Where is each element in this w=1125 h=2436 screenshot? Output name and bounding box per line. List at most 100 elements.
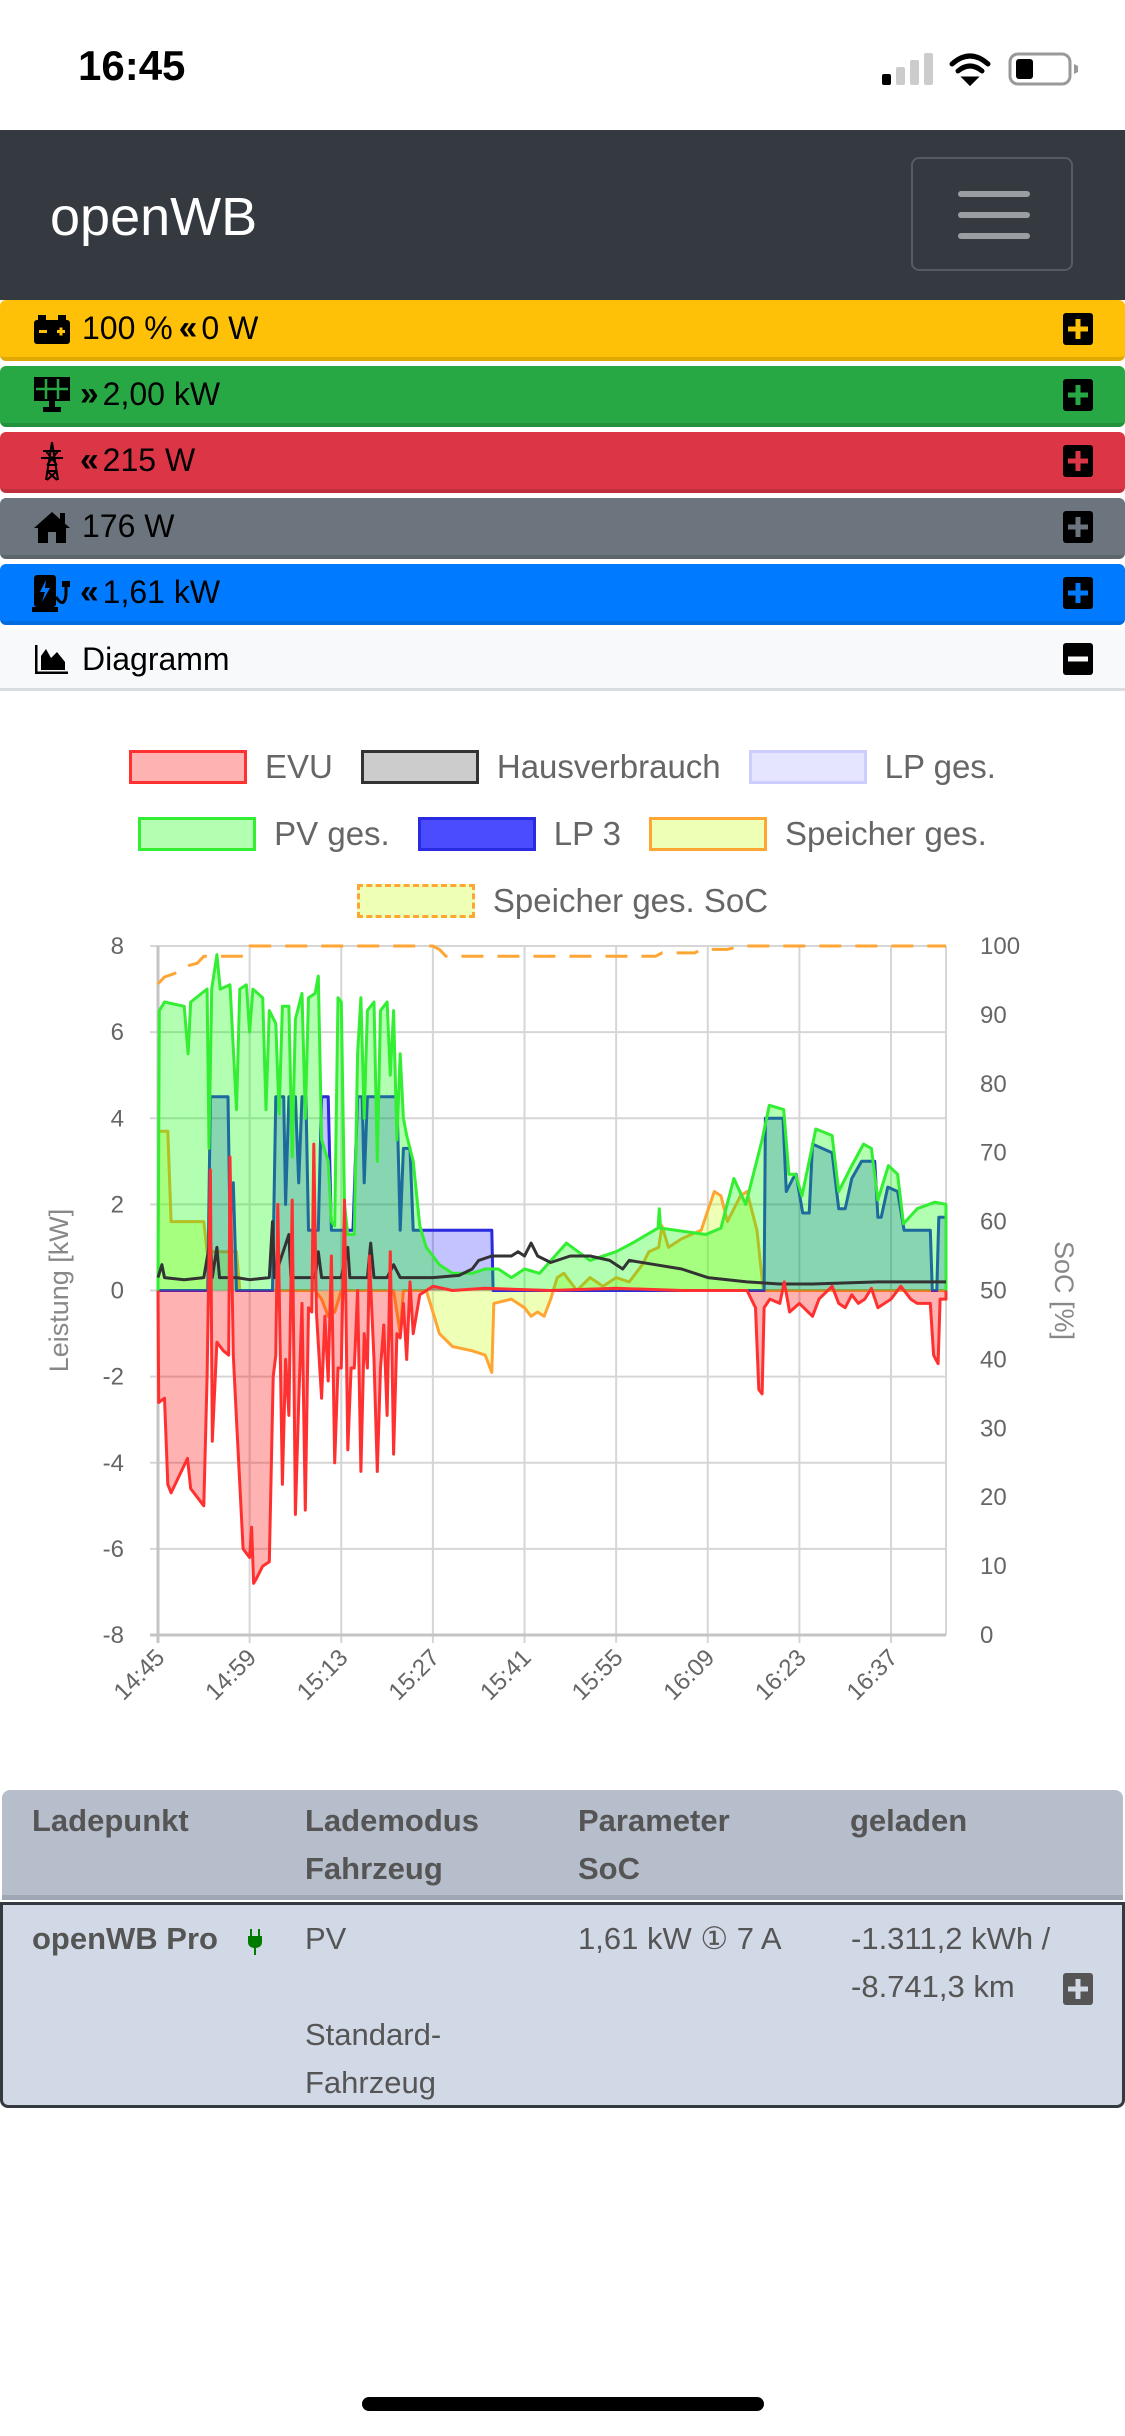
legend-label: Speicher ges. SoC — [492, 882, 769, 919]
series-line-pv-ges — [156, 953, 948, 1291]
battery-icon — [1008, 52, 1078, 86]
chargepoint-row[interactable]: ‹‹ 1,61 kW — [0, 564, 1125, 625]
legend-label: EVU — [265, 748, 333, 785]
header-soc: SoC — [578, 1851, 640, 1886]
chargepoint-name[interactable]: openWB Pro — [32, 1921, 218, 1956]
diagram-header[interactable]: Diagramm — [0, 630, 1125, 691]
status-bar: 16:45 — [0, 0, 1125, 130]
header-ladepunkt: Ladepunkt — [32, 1803, 189, 1838]
home-indicator[interactable] — [362, 2397, 764, 2411]
brand-logo[interactable]: openWB — [50, 187, 258, 247]
y-tick-label: 6 — [111, 1019, 124, 1046]
x-tick-label: 16:37 — [842, 1644, 904, 1706]
legend-item-lp-ges[interactable]: LP ges. — [748, 748, 996, 786]
chart-legend-row: EVU Hausverbrauch LP ges. — [0, 748, 1125, 786]
header-fahrzeug: Fahrzeug — [305, 1851, 443, 1886]
y-tick-label: 0 — [111, 1278, 124, 1305]
legend-swatch — [748, 750, 867, 784]
legend-item-pv-ges[interactable]: PV ges. — [138, 815, 390, 853]
battery-row[interactable]: 100 % ‹‹ 0 W — [0, 300, 1125, 361]
legend-item-hausverbrauch[interactable]: Hausverbrauch — [360, 748, 721, 786]
circled-1-icon: ① — [700, 1921, 729, 1956]
x-tick-label: 16:09 — [658, 1644, 720, 1706]
y-tick-label: 4 — [111, 1105, 124, 1132]
x-tick-label: 15:13 — [292, 1644, 354, 1706]
y2-axis-title: SoC [%] — [1049, 1241, 1079, 1340]
house-power: 176 W — [82, 508, 175, 544]
legend-label: Speicher ges. — [785, 815, 987, 852]
x-tick-label: 14:59 — [200, 1644, 262, 1706]
legend-swatch — [649, 817, 768, 851]
header-lademodus: Lademodus — [305, 1803, 479, 1838]
plus-square-icon[interactable] — [1063, 445, 1093, 477]
y-tick-label: 8 — [111, 933, 124, 960]
chargepoint-power: 1,61 kW — [102, 574, 221, 610]
charge-mode[interactable]: PV — [305, 1921, 347, 1956]
y2-tick-label: 40 — [980, 1346, 1007, 1373]
y-tick-label: -2 — [103, 1364, 124, 1391]
solar-panel-icon — [30, 375, 74, 415]
battery-icon — [30, 309, 74, 349]
y-axis-title: Leistung [kW] — [44, 1209, 74, 1373]
legend-item-lp-3[interactable]: LP 3 — [417, 815, 621, 853]
grid-row[interactable]: ‹‹ 215 W — [0, 432, 1125, 493]
plus-square-icon[interactable] — [1063, 379, 1093, 411]
legend-item-speicher-ges[interactable]: Speicher ges. — [649, 815, 987, 853]
menu-toggle-button[interactable] — [911, 157, 1073, 271]
plus-square-icon[interactable] — [1063, 1973, 1093, 2005]
charge-power: 1,61 kW — [578, 1921, 692, 1956]
y2-tick-label: 20 — [980, 1484, 1007, 1511]
legend-item-evu[interactable]: EVU — [129, 748, 333, 786]
home-icon — [30, 507, 74, 547]
charged-range: -8.741,3 km — [851, 1969, 1015, 2004]
y2-tick-label: 10 — [980, 1553, 1007, 1580]
y2-tick-label: 100 — [980, 933, 1020, 960]
hamburger-icon-bar — [958, 233, 1030, 239]
header-parameter: Parameter — [578, 1803, 730, 1838]
legend-item-speicher-soc[interactable]: Speicher ges. SoC — [356, 882, 769, 920]
legend-swatch — [138, 817, 257, 851]
cellular-signal-icon — [882, 53, 933, 85]
wifi-icon — [949, 53, 991, 87]
power-tower-icon — [30, 441, 74, 481]
chevrons-left-icon: ‹‹ — [178, 309, 198, 347]
power-chart: EVU Hausverbrauch LP ges. PV ges. LP 3 S… — [0, 692, 1125, 1784]
y-tick-label: -6 — [103, 1536, 124, 1563]
hamburger-icon-bar — [958, 212, 1030, 218]
legend-label: LP ges. — [884, 748, 996, 785]
plus-square-icon[interactable] — [1063, 511, 1093, 543]
chart-plot: 86420-2-4-6-8100908070605040302010014:45… — [44, 933, 1079, 1706]
charged-energy: -1.311,2 kWh / — [851, 1921, 1051, 1956]
y2-tick-label: 90 — [980, 1002, 1007, 1029]
table-header: Ladepunkt Lademodus Fahrzeug Parameter S… — [2, 1790, 1123, 1900]
status-icons — [880, 50, 1100, 95]
hamburger-icon — [958, 191, 1030, 197]
grid-power: 215 W — [102, 442, 196, 478]
chart-legend-row: Speicher ges. SoC — [0, 882, 1125, 920]
legend-swatch — [356, 884, 475, 918]
minus-square-icon[interactable] — [1063, 643, 1093, 675]
charge-current: 7 A — [736, 1921, 782, 1956]
pv-power: 2,00 kW — [102, 376, 221, 412]
pv-row[interactable]: ›› 2,00 kW — [0, 366, 1125, 427]
plus-square-icon[interactable] — [1063, 577, 1093, 609]
series-line-speicher-ges-soc — [156, 944, 946, 985]
battery-soc: 100 % — [82, 310, 173, 346]
battery-power: 0 W — [201, 310, 259, 346]
table-row[interactable]: openWB Pro PV Standard- Fahrzeug 1,61 kW… — [0, 1902, 1125, 2108]
x-tick-label: 15:27 — [384, 1644, 446, 1706]
legend-label: Hausverbrauch — [496, 748, 721, 785]
series-area-lp-ges — [158, 1096, 946, 1291]
y2-tick-label: 70 — [980, 1140, 1007, 1167]
legend-swatch — [129, 750, 248, 784]
x-tick-label: 15:55 — [567, 1644, 629, 1706]
charge-parameters: 1,61 kW ① 7 A — [578, 1915, 782, 1963]
y-tick-label: -4 — [103, 1450, 124, 1477]
house-row[interactable]: 176 W — [0, 498, 1125, 559]
chart-legend-row: PV ges. LP 3 Speicher ges. — [0, 815, 1125, 853]
plug-icon — [248, 1929, 262, 1955]
vehicle-name-line1: Standard- — [305, 2017, 442, 2052]
vehicle-name-line2: Fahrzeug — [305, 2065, 436, 2100]
chevrons-left-icon: ‹‹ — [80, 441, 99, 479]
plus-square-icon[interactable] — [1063, 313, 1093, 345]
